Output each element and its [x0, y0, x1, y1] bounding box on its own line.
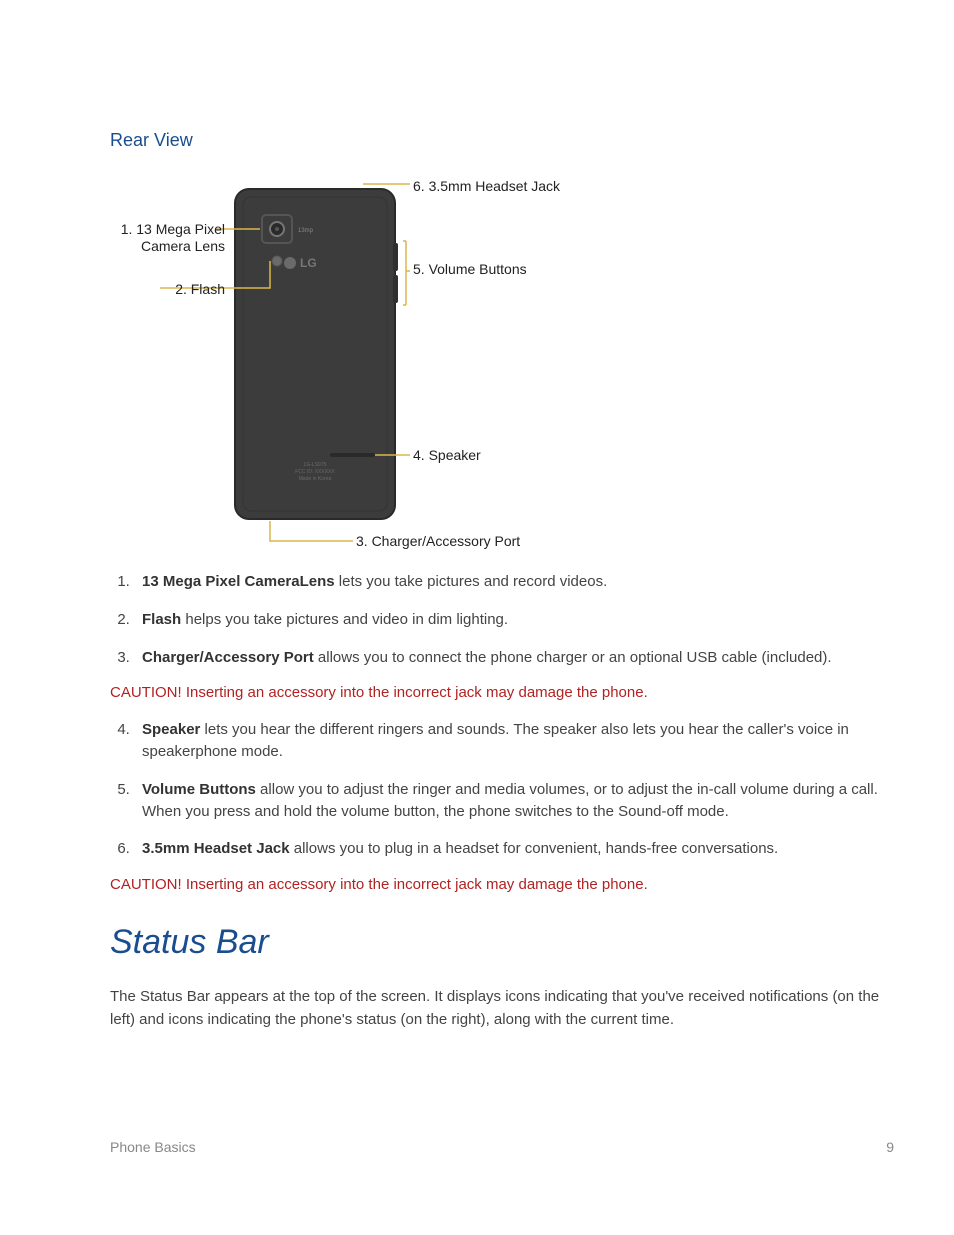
svg-text:13mp: 13mp — [298, 228, 314, 234]
feature-list-item: Charger/Accessory Port allows you to con… — [134, 647, 894, 669]
feature-name: 3.5mm Headset Jack — [142, 840, 290, 857]
feature-list-2: Speaker lets you hear the different ring… — [110, 719, 894, 860]
feature-name: Volume Buttons — [142, 781, 256, 798]
status-bar-heading: Status Bar — [110, 923, 894, 962]
feature-list-item: Flash helps you take pictures and video … — [134, 609, 894, 631]
page: Rear View 13mp LG LG-LS975FCC ID: XXXXXXMa… — [0, 0, 954, 1235]
feature-name: 13 Mega Pixel CameraLens — [142, 573, 335, 590]
feature-description: lets you hear the different ringers and … — [142, 721, 849, 760]
feature-name: Charger/Accessory Port — [142, 649, 314, 666]
section-title: Rear View — [110, 130, 894, 151]
caution-text-1: CAUTION! Inserting an accessory into the… — [110, 684, 894, 701]
feature-name: Flash — [142, 611, 181, 628]
feature-description: helps you take pictures and video in dim… — [181, 611, 508, 628]
feature-list-item: Volume Buttons allow you to adjust the r… — [134, 779, 894, 823]
svg-text:LG: LG — [300, 256, 317, 270]
rear-view-diagram: 13mp LG LG-LS975FCC ID: XXXXXXMade in Kore… — [110, 171, 730, 551]
diagram-callout-flash: 2. Flash — [110, 281, 225, 298]
svg-text:Made in Korea: Made in Korea — [299, 476, 332, 482]
feature-list-item: 3.5mm Headset Jack allows you to plug in… — [134, 838, 894, 860]
status-bar-paragraph: The Status Bar appears at the top of the… — [110, 986, 894, 1031]
feature-list-item: Speaker lets you hear the different ring… — [134, 719, 894, 763]
diagram-callout-camera: 1. 13 Mega PixelCamera Lens — [110, 221, 225, 255]
diagram-callout-headset: 6. 3.5mm Headset Jack — [413, 178, 560, 195]
feature-description: lets you take pictures and record videos… — [335, 573, 608, 590]
svg-text:FCC ID: XXXXXX: FCC ID: XXXXXX — [295, 469, 335, 475]
caution-text-2: CAUTION! Inserting an accessory into the… — [110, 876, 894, 893]
svg-text:LG-LS975: LG-LS975 — [304, 462, 327, 468]
feature-list-1: 13 Mega Pixel CameraLens lets you take p… — [110, 571, 894, 668]
feature-description: allows you to plug in a headset for conv… — [290, 840, 779, 857]
footer-page-number: 9 — [886, 1139, 894, 1155]
feature-description: allows you to connect the phone charger … — [314, 649, 832, 666]
diagram-callout-volume: 5. Volume Buttons — [413, 261, 527, 278]
feature-name: Speaker — [142, 721, 200, 738]
footer-section-name: Phone Basics — [110, 1139, 196, 1155]
diagram-callout-speaker: 4. Speaker — [413, 447, 481, 464]
feature-list-item: 13 Mega Pixel CameraLens lets you take p… — [134, 571, 894, 593]
diagram-callout-charger: 3. Charger/Accessory Port — [356, 533, 520, 550]
page-footer: Phone Basics 9 — [110, 1139, 894, 1155]
